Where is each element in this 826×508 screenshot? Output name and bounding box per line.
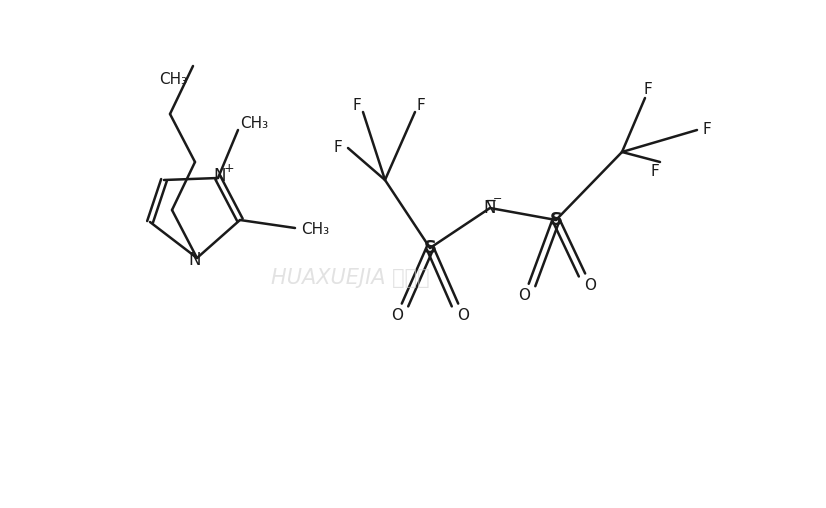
Text: +: + [224,162,235,175]
Text: N: N [189,251,202,269]
Text: CH₃: CH₃ [301,223,329,238]
Text: S: S [424,239,436,257]
Text: N̅: N̅ [484,199,496,217]
Text: F: F [651,164,659,178]
Text: N: N [214,167,226,185]
Text: CH₃: CH₃ [240,116,268,132]
Text: F: F [334,141,342,155]
Text: O: O [457,307,469,323]
Text: O: O [584,277,596,293]
Text: O: O [518,288,530,302]
Text: S: S [549,211,563,229]
Text: F: F [353,98,362,112]
Text: F: F [703,122,711,138]
Text: CH₃: CH₃ [159,73,187,87]
Text: O: O [391,307,403,323]
Text: −: − [493,194,503,204]
Text: F: F [643,81,653,97]
Text: F: F [416,98,425,112]
Text: HUAXUEJIA 化学加: HUAXUEJIA 化学加 [271,268,430,288]
